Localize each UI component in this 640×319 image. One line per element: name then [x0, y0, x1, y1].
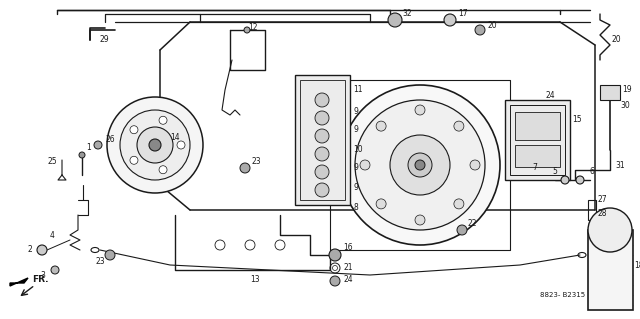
Polygon shape [10, 278, 28, 286]
Text: 23: 23 [252, 158, 262, 167]
Circle shape [315, 165, 329, 179]
Bar [300, 80, 345, 200]
Circle shape [130, 126, 138, 134]
Circle shape [475, 25, 485, 35]
Circle shape [415, 160, 425, 170]
Circle shape [376, 121, 386, 131]
Text: 25: 25 [48, 158, 58, 167]
Circle shape [408, 153, 432, 177]
Text: 12: 12 [248, 23, 257, 32]
Text: 9: 9 [353, 183, 358, 192]
Circle shape [159, 116, 167, 124]
Text: 30: 30 [620, 100, 630, 109]
Circle shape [470, 160, 480, 170]
Circle shape [388, 13, 402, 27]
Circle shape [376, 199, 386, 209]
Circle shape [415, 105, 425, 115]
Text: 32: 32 [402, 10, 412, 19]
Text: 8823- B2315: 8823- B2315 [540, 292, 585, 298]
Circle shape [340, 85, 500, 245]
Bar [515, 112, 560, 140]
Text: 29: 29 [100, 35, 109, 44]
Text: 22: 22 [468, 219, 477, 228]
Circle shape [315, 183, 329, 197]
Circle shape [120, 110, 190, 180]
Circle shape [51, 266, 59, 274]
Text: 5: 5 [552, 167, 557, 176]
Text: 24: 24 [545, 91, 555, 100]
Circle shape [37, 245, 47, 255]
Text: 2: 2 [28, 246, 33, 255]
Text: 20: 20 [612, 35, 621, 44]
Text: 16: 16 [343, 243, 353, 253]
Circle shape [588, 208, 632, 252]
Bar [515, 145, 560, 167]
Circle shape [315, 93, 329, 107]
Circle shape [330, 276, 340, 286]
Circle shape [315, 111, 329, 125]
Circle shape [444, 14, 456, 26]
Circle shape [315, 147, 329, 161]
Circle shape [454, 199, 464, 209]
Text: 14: 14 [170, 133, 180, 143]
Circle shape [561, 176, 569, 184]
Text: 24: 24 [343, 276, 353, 285]
Text: 21: 21 [343, 263, 353, 272]
Circle shape [240, 163, 250, 173]
Text: 26: 26 [105, 136, 115, 145]
Text: 10: 10 [353, 145, 363, 154]
Circle shape [355, 100, 485, 230]
Text: 9: 9 [353, 108, 358, 116]
Circle shape [315, 129, 329, 143]
Circle shape [137, 127, 173, 163]
Circle shape [107, 97, 203, 193]
Circle shape [177, 141, 185, 149]
Bar [588, 230, 633, 310]
Circle shape [360, 160, 370, 170]
Text: 18: 18 [634, 261, 640, 270]
Text: 17: 17 [458, 10, 468, 19]
Text: 19: 19 [622, 85, 632, 94]
Text: 6: 6 [590, 167, 595, 176]
Text: 9: 9 [353, 164, 358, 173]
Text: 3: 3 [40, 271, 45, 279]
Circle shape [79, 152, 85, 158]
Text: 13: 13 [250, 276, 260, 285]
Text: 7: 7 [532, 164, 537, 173]
Text: 31: 31 [615, 160, 625, 169]
Text: 15: 15 [572, 115, 582, 124]
Bar [505, 100, 570, 180]
Text: 27: 27 [597, 196, 607, 204]
Text: FR.: FR. [32, 276, 49, 285]
Text: 8: 8 [353, 204, 358, 212]
Text: 20: 20 [487, 20, 497, 29]
Circle shape [244, 27, 250, 33]
Circle shape [329, 249, 341, 261]
Circle shape [105, 250, 115, 260]
Circle shape [415, 215, 425, 225]
Text: 23: 23 [95, 257, 104, 266]
Text: 28: 28 [597, 209, 607, 218]
Circle shape [457, 225, 467, 235]
Text: 4: 4 [50, 231, 55, 240]
Bar [600, 85, 620, 100]
Circle shape [149, 139, 161, 151]
Bar [588, 200, 596, 220]
Bar [295, 75, 350, 205]
Circle shape [130, 156, 138, 164]
Circle shape [390, 135, 450, 195]
Circle shape [94, 141, 102, 149]
Circle shape [159, 166, 167, 174]
Bar [510, 105, 565, 175]
Text: 9: 9 [353, 125, 358, 135]
Circle shape [576, 176, 584, 184]
Text: 11: 11 [353, 85, 362, 94]
Circle shape [454, 121, 464, 131]
Text: 1: 1 [86, 144, 91, 152]
